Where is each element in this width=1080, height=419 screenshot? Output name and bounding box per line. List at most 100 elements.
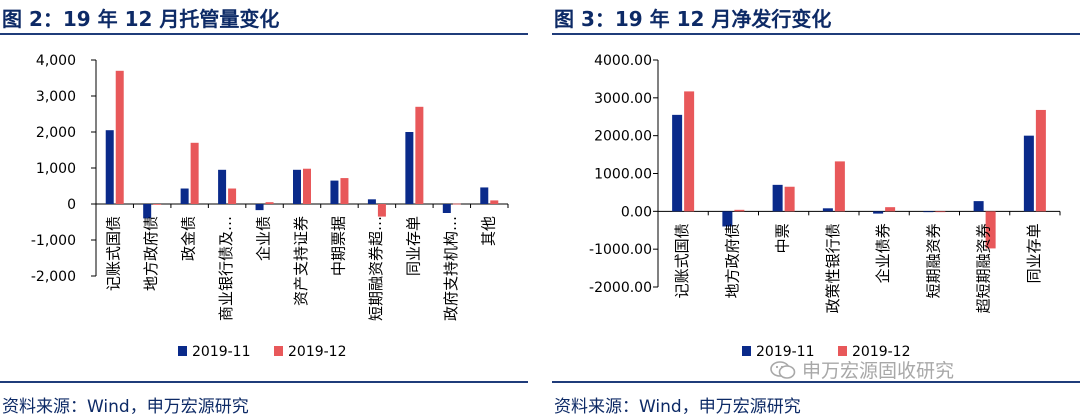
- y-tick-label: 2000.00: [594, 129, 652, 145]
- bar-2019-11: [367, 199, 376, 204]
- bar-2019-11: [105, 130, 114, 204]
- legend-label: 2019-11: [192, 344, 251, 360]
- bar-2019-11: [873, 211, 884, 214]
- bar-2019-11: [143, 204, 152, 219]
- legend-swatch: [838, 346, 847, 356]
- y-tick-label: 0.00: [621, 204, 652, 220]
- bar-2019-12: [985, 211, 996, 249]
- bar-2019-11: [722, 211, 733, 227]
- x-category-label: 其他: [479, 216, 497, 246]
- legend: 2019-11 2019-12: [742, 344, 911, 360]
- x-category-label: 短期融资券超…: [367, 216, 385, 321]
- wechat-icon: [770, 361, 796, 379]
- source-note: 资料来源：Wind，申万宏源研究: [2, 397, 249, 417]
- source-divider: [552, 381, 1080, 383]
- bar-2019-12: [190, 142, 199, 204]
- y-tick-label: -1000.00: [589, 242, 652, 258]
- bar-2019-11: [180, 188, 189, 204]
- bar-2019-12: [340, 178, 349, 204]
- bar-2019-11: [330, 180, 339, 204]
- bar-2019-12: [415, 106, 424, 204]
- y-tick-label: 4000.00: [594, 53, 652, 69]
- x-category-label: 短期融资券: [924, 223, 942, 298]
- x-category-label: 企业债券: [874, 223, 892, 283]
- title-divider: [552, 33, 1080, 35]
- title-divider: [0, 33, 528, 35]
- bar-2019-12: [490, 200, 499, 204]
- legend-swatch: [178, 346, 187, 356]
- chart-panel-left: 图 2：19 年 12 月托管量变化 4,000 3,000 2,000 1,000 0…: [0, 0, 528, 419]
- x-category-label: 超短期融资券: [975, 223, 993, 313]
- bar-2019-12: [784, 186, 795, 212]
- bar-2019-12: [885, 207, 896, 212]
- bar-2019-11: [255, 204, 264, 211]
- bar-2019-11: [480, 187, 489, 204]
- source-divider: [0, 381, 528, 383]
- y-tick-label: 3,000: [36, 89, 76, 105]
- bar-2019-12: [935, 211, 946, 213]
- y-tick-label: -2,000: [31, 269, 76, 285]
- bar-2019-11: [973, 201, 984, 212]
- bar-2019-12: [265, 202, 274, 204]
- bar-2019-11: [672, 114, 683, 212]
- x-category-label: 资产支持证券: [292, 216, 310, 306]
- x-category-label: 商业银行债及…: [217, 216, 235, 321]
- legend-label: 2019-12: [288, 344, 347, 360]
- x-category-label: 地方政府债: [142, 216, 160, 291]
- bar-2019-12: [377, 204, 386, 217]
- chart-title: 图 3：19 年 12 月净发行变化: [554, 7, 832, 31]
- y-axis-ticks: 4,000 3,000 2,000 1,000 0 -1,000 -2,000: [31, 53, 96, 285]
- bar-2019-12: [115, 70, 124, 204]
- y-tick-label: 4,000: [36, 53, 76, 69]
- bar-2019-11: [822, 208, 833, 212]
- y-tick-label: -2000.00: [589, 280, 652, 296]
- x-category-label: 同业存单: [404, 216, 422, 276]
- bar-2019-12: [228, 188, 237, 204]
- y-tick-label: -1,000: [31, 233, 76, 249]
- y-tick-label: 1,000: [36, 161, 76, 177]
- bar-chart-net-issuance: 4000.00 3000.00 2000.00 1000.00 0.00 -1000.00…: [589, 53, 1061, 360]
- bar-2019-11: [218, 169, 227, 204]
- bar-2019-11: [1023, 135, 1034, 212]
- bar-2019-11: [772, 184, 783, 212]
- source-note: 资料来源：Wind，申万宏源研究: [554, 397, 801, 417]
- x-category-label: 政府支持机构…: [442, 216, 460, 321]
- y-axis-ticks: 4000.00 3000.00 2000.00 1000.00 0.00 -1000.00…: [589, 53, 658, 296]
- bar-2019-12: [834, 161, 845, 212]
- bar-2019-11: [405, 132, 414, 204]
- x-category-label: 中期票据: [329, 216, 347, 276]
- bar-2019-11: [923, 211, 934, 213]
- legend-label: 2019-12: [852, 344, 911, 360]
- x-category-label: 地方政府债: [723, 223, 741, 298]
- bar-2019-11: [293, 169, 301, 204]
- legend-label: 2019-11: [756, 344, 815, 360]
- x-category-label: 同业存单: [1025, 223, 1043, 283]
- legend-swatch: [742, 346, 751, 356]
- watermark-text: 申万宏源固收研究: [802, 360, 955, 382]
- x-category-label: 中票: [774, 223, 792, 253]
- x-category-label: 记账式国债: [105, 216, 123, 291]
- chart-title: 图 2：19 年 12 月托管量变化: [2, 7, 280, 31]
- chart-panel-right: 图 3：19 年 12 月净发行变化 4000.00 3000.00 2000.00…: [552, 0, 1080, 419]
- y-tick-label: 3000.00: [594, 91, 652, 107]
- bar-2019-12: [303, 168, 311, 204]
- bar-2019-12: [153, 204, 162, 205]
- x-category-label: 企业债: [255, 216, 273, 261]
- x-category-label: 政策性银行债: [824, 223, 842, 313]
- bar-2019-12: [1035, 109, 1046, 212]
- bar-2019-12: [734, 209, 745, 212]
- y-tick-label: 2,000: [36, 125, 76, 141]
- bar-2019-11: [442, 204, 451, 213]
- bar-2019-12: [452, 203, 461, 205]
- legend-swatch: [274, 346, 283, 356]
- x-category-label: 记账式国债: [673, 223, 691, 298]
- y-tick-label: 1000.00: [594, 167, 652, 183]
- bars: [672, 91, 1046, 249]
- bars: [105, 70, 499, 219]
- watermark: 申万宏源固收研究: [770, 356, 954, 383]
- bar-chart-custody: 4,000 3,000 2,000 1,000 0 -1,000 -2,000 记账式国债 地方…: [31, 53, 509, 360]
- bar-2019-12: [684, 91, 695, 212]
- x-category-label: 政金债: [180, 216, 198, 261]
- legend: 2019-11 2019-12: [178, 344, 347, 360]
- y-tick-label: 0: [67, 197, 76, 213]
